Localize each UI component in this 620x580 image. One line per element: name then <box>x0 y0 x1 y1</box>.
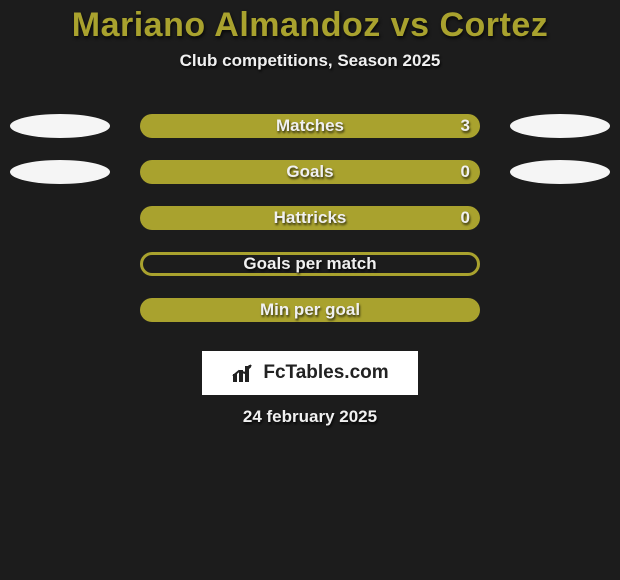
stat-row: Goals0 <box>0 149 620 195</box>
stat-row: Matches3 <box>0 103 620 149</box>
stat-bar <box>140 160 480 184</box>
stat-bar <box>140 114 480 138</box>
logo-text: FcTables.com <box>263 362 388 384</box>
right-ellipse <box>510 114 610 138</box>
logo-chart-icon <box>231 362 259 384</box>
stat-right-value: 0 <box>461 162 470 182</box>
page-title: Mariano Almandoz vs Cortez <box>0 0 620 45</box>
right-ellipse <box>510 160 610 184</box>
stat-row: Hattricks0 <box>0 195 620 241</box>
logo-box: FcTables.com <box>202 351 418 395</box>
left-ellipse <box>10 114 110 138</box>
stat-row: Min per goal <box>0 287 620 333</box>
stat-rows: Matches3Goals0Hattricks0Goals per matchM… <box>0 103 620 333</box>
stat-bar <box>140 252 480 276</box>
stat-bar <box>140 298 480 322</box>
stat-row: Goals per match <box>0 241 620 287</box>
comparison-infographic: Mariano Almandoz vs Cortez Club competit… <box>0 0 620 580</box>
stat-right-value: 0 <box>461 208 470 228</box>
left-ellipse <box>10 160 110 184</box>
date-text: 24 february 2025 <box>0 407 620 427</box>
stat-bar <box>140 206 480 230</box>
stat-right-value: 3 <box>461 116 470 136</box>
page-subtitle: Club competitions, Season 2025 <box>0 51 620 71</box>
